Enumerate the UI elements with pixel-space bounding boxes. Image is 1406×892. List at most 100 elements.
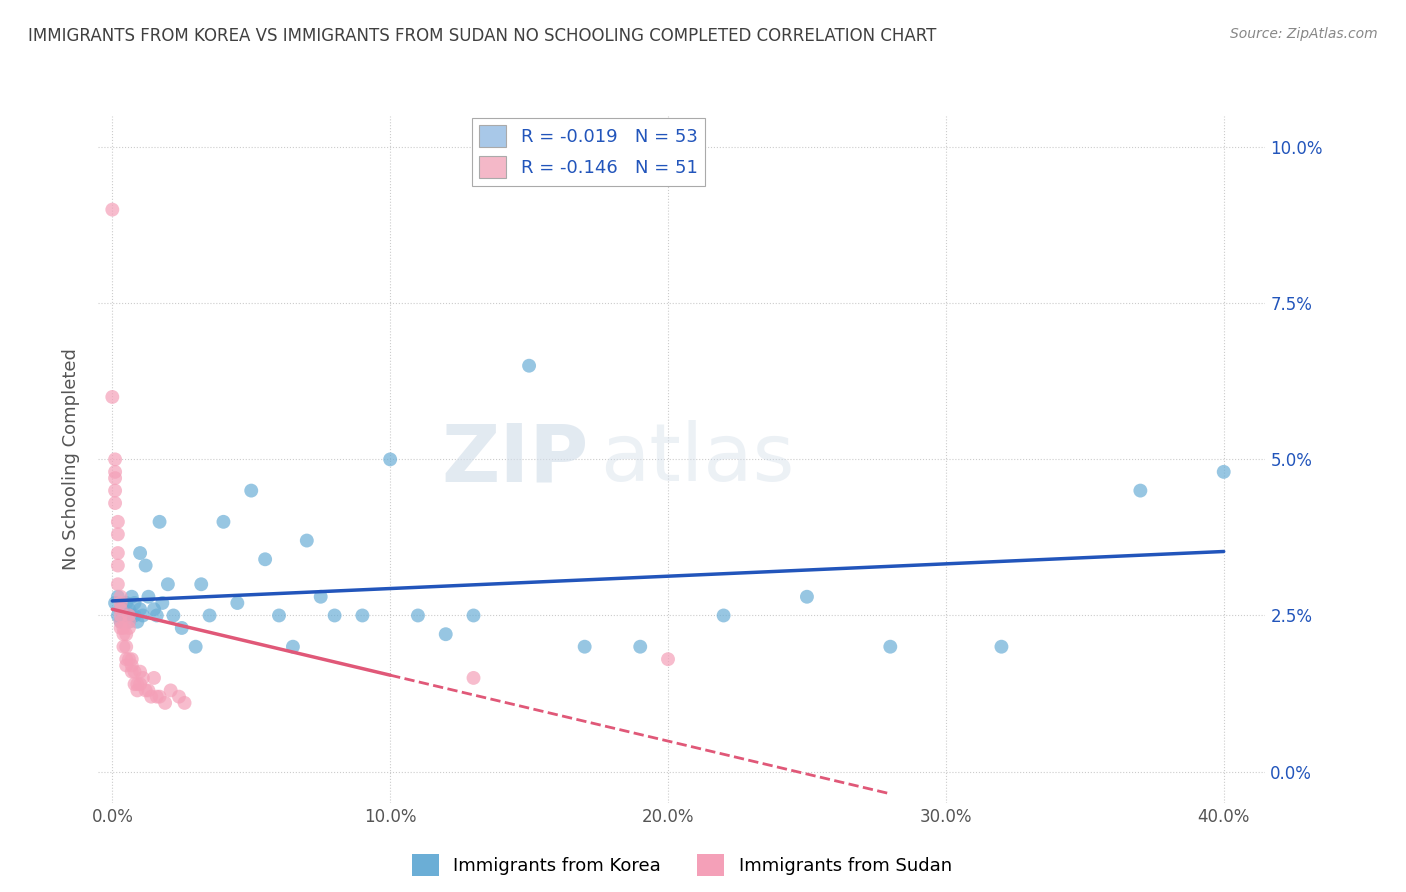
Point	[107, 590, 129, 604]
Point	[323, 608, 346, 623]
Point	[132, 608, 155, 623]
Point	[352, 608, 374, 623]
Point	[574, 640, 596, 654]
Legend: R = -0.019   N = 53, R = -0.146   N = 51: R = -0.019 N = 53, R = -0.146 N = 51	[472, 118, 704, 186]
Point	[156, 577, 179, 591]
Point	[124, 677, 146, 691]
Point	[434, 627, 457, 641]
Point	[112, 602, 135, 616]
Point	[121, 608, 143, 623]
Point	[107, 546, 129, 560]
Point	[267, 608, 290, 623]
Point	[129, 602, 152, 616]
Point	[198, 608, 221, 623]
Point	[406, 608, 429, 623]
Point	[124, 596, 146, 610]
Point	[190, 577, 212, 591]
Point	[118, 652, 141, 666]
Point	[1212, 465, 1234, 479]
Point	[141, 690, 163, 704]
Point	[115, 608, 138, 623]
Point	[115, 658, 138, 673]
Point	[101, 202, 124, 217]
Point	[127, 683, 149, 698]
Point	[107, 515, 129, 529]
Point	[135, 683, 157, 698]
Point	[112, 640, 135, 654]
Point	[146, 608, 169, 623]
Point	[104, 465, 127, 479]
Point	[281, 640, 304, 654]
Point	[101, 390, 124, 404]
Point	[112, 627, 135, 641]
Point	[110, 590, 132, 604]
Point	[150, 596, 173, 610]
Point	[124, 665, 146, 679]
Point	[127, 615, 149, 629]
Point	[110, 602, 132, 616]
Point	[796, 590, 818, 604]
Point	[112, 621, 135, 635]
Point	[118, 615, 141, 629]
Point	[167, 690, 190, 704]
Point	[148, 515, 170, 529]
Point	[153, 696, 176, 710]
Point	[463, 671, 485, 685]
Text: IMMIGRANTS FROM KOREA VS IMMIGRANTS FROM SUDAN NO SCHOOLING COMPLETED CORRELATIO: IMMIGRANTS FROM KOREA VS IMMIGRANTS FROM…	[28, 27, 936, 45]
Point	[184, 640, 207, 654]
Point	[118, 621, 141, 635]
Point	[104, 496, 127, 510]
Point	[115, 627, 138, 641]
Point	[295, 533, 318, 548]
Point	[107, 577, 129, 591]
Point	[121, 590, 143, 604]
Point	[104, 596, 127, 610]
Point	[129, 546, 152, 560]
Point	[254, 552, 277, 566]
Point	[628, 640, 651, 654]
Point	[146, 690, 169, 704]
Text: Source: ZipAtlas.com: Source: ZipAtlas.com	[1230, 27, 1378, 41]
Y-axis label: No Schooling Completed: No Schooling Completed	[62, 349, 80, 570]
Point	[115, 596, 138, 610]
Point	[107, 527, 129, 541]
Point	[129, 677, 152, 691]
Point	[173, 696, 195, 710]
Point	[104, 483, 127, 498]
Point	[170, 621, 193, 635]
Point	[657, 652, 679, 666]
Text: atlas: atlas	[600, 420, 794, 499]
Point	[463, 608, 485, 623]
Point	[118, 602, 141, 616]
Point	[143, 602, 166, 616]
Point	[110, 615, 132, 629]
Point	[110, 608, 132, 623]
Point	[212, 515, 235, 529]
Point	[517, 359, 540, 373]
Text: ZIP: ZIP	[441, 420, 589, 499]
Point	[135, 558, 157, 573]
Point	[118, 608, 141, 623]
Point	[104, 452, 127, 467]
Point	[380, 452, 402, 467]
Point	[121, 665, 143, 679]
Point	[226, 596, 249, 610]
Point	[309, 590, 332, 604]
Point	[104, 471, 127, 485]
Point	[110, 615, 132, 629]
Point	[148, 690, 170, 704]
Point	[124, 608, 146, 623]
Point	[162, 608, 184, 623]
Point	[240, 483, 263, 498]
Point	[132, 671, 155, 685]
Point	[118, 615, 141, 629]
Point	[1129, 483, 1152, 498]
Point	[107, 558, 129, 573]
Point	[713, 608, 735, 623]
Point	[121, 652, 143, 666]
Point	[110, 602, 132, 616]
Point	[115, 652, 138, 666]
Point	[110, 621, 132, 635]
Point	[127, 677, 149, 691]
Point	[115, 640, 138, 654]
